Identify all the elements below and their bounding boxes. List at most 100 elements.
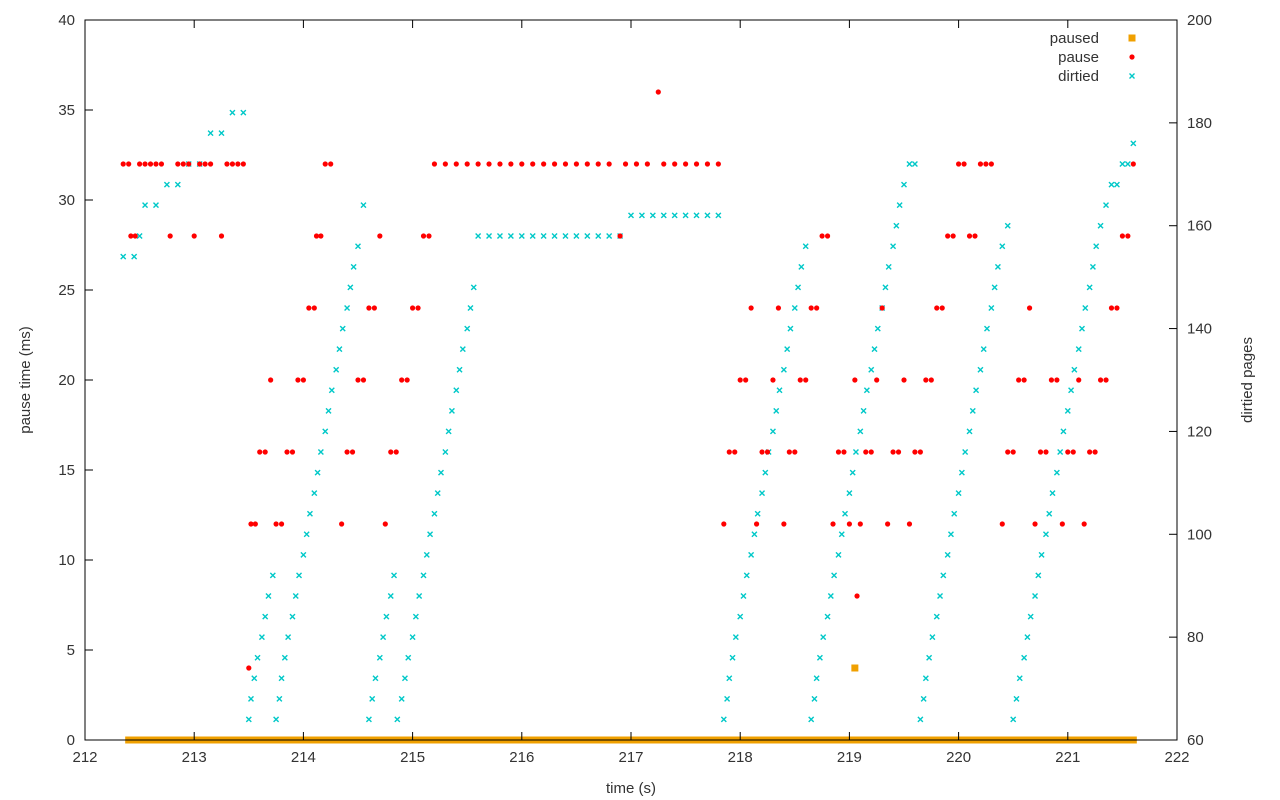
- pause-point: [530, 161, 536, 167]
- dirtied-point: [383, 613, 390, 620]
- dirtied-point: [398, 695, 405, 702]
- y-tick-label: 0: [67, 732, 75, 749]
- pause-point: [289, 449, 296, 455]
- pause-point: [846, 521, 853, 527]
- pause-point: [1065, 449, 1071, 455]
- pause-point: [824, 233, 831, 239]
- dirtied-point: [720, 716, 727, 723]
- pause-point: [126, 161, 132, 167]
- dirtied-point: [296, 572, 303, 579]
- pause-point: [202, 161, 208, 167]
- pause-point: [1076, 377, 1082, 383]
- plot-frame: [84, 19, 1178, 741]
- dirtied-point: [901, 181, 907, 188]
- dirtied-point: [251, 675, 258, 682]
- dirtied-point: [896, 202, 903, 209]
- pause-point: [273, 521, 279, 527]
- pause-point: [764, 449, 771, 455]
- legend-swatch: [1129, 54, 1135, 60]
- dirtied-point: [933, 613, 940, 620]
- dirtied-point: [994, 263, 1001, 270]
- dirtied-point: [262, 613, 269, 620]
- pause-point: [721, 521, 727, 527]
- dirtied-point: [638, 212, 645, 219]
- dirtied-point: [802, 243, 809, 250]
- dirtied-point: [464, 325, 471, 332]
- pause-point: [355, 377, 361, 383]
- pause-point: [901, 377, 907, 383]
- pause-point: [431, 161, 438, 167]
- pause-point: [895, 449, 902, 455]
- pause-point: [388, 449, 394, 455]
- pause-point: [617, 233, 623, 239]
- dirtied-point: [434, 490, 441, 497]
- pause-point: [1016, 377, 1022, 383]
- dirtied-point: [868, 366, 875, 373]
- dirtied-point: [445, 428, 452, 435]
- dirtied-point: [937, 593, 944, 599]
- dirtied-point: [1053, 469, 1060, 476]
- pause-point: [879, 305, 885, 311]
- dirtied-point: [748, 551, 755, 558]
- dirtied-point: [1113, 181, 1120, 188]
- pause-point: [248, 521, 254, 527]
- pause-point: [1097, 377, 1104, 383]
- pause-point: [262, 449, 268, 455]
- pause-point: [191, 233, 197, 239]
- pause-point: [972, 233, 978, 239]
- dirtied-point: [258, 634, 265, 641]
- pause-point: [415, 305, 421, 311]
- dirtied-point: [1068, 387, 1075, 394]
- pause-point: [912, 449, 918, 455]
- dirtied-point: [336, 346, 343, 353]
- pause-point: [814, 305, 820, 311]
- dirtied-point: [387, 593, 394, 599]
- dirtied-point: [780, 366, 787, 373]
- dirtied-point: [951, 510, 958, 517]
- dirtied-point: [459, 346, 466, 353]
- y2-tick-label: 200: [1187, 12, 1212, 29]
- pause-point: [956, 161, 962, 167]
- x-tick-label: 221: [1055, 749, 1080, 766]
- pause-point: [803, 377, 809, 383]
- dirtied-point: [409, 634, 416, 641]
- pause-point: [983, 161, 989, 167]
- dirtied-point: [983, 325, 990, 332]
- dirtied-point: [955, 490, 962, 497]
- pause-point: [229, 161, 236, 167]
- dirtied-point: [1035, 572, 1042, 579]
- dirtied-point: [314, 469, 321, 476]
- pause-point: [1081, 521, 1087, 527]
- pause-point: [377, 233, 383, 239]
- legend-swatch: [1128, 34, 1136, 42]
- dirtied-point: [808, 716, 815, 723]
- pause-point: [1005, 449, 1011, 455]
- dirtied-point: [328, 387, 335, 394]
- x-tick-label: 212: [72, 749, 97, 766]
- dirtied-point: [174, 181, 181, 188]
- pause-point: [393, 449, 399, 455]
- pause-point: [945, 233, 951, 239]
- pause-point: [284, 449, 290, 455]
- pause-point: [748, 305, 754, 311]
- pause-point: [661, 161, 667, 167]
- dirtied-point: [152, 202, 159, 209]
- pause-point: [1037, 449, 1044, 455]
- pause-point: [1059, 521, 1065, 527]
- dirtied-point: [917, 716, 924, 723]
- x-tick-label: 216: [509, 749, 534, 766]
- pause-point: [1108, 305, 1115, 311]
- x-tick-label: 217: [618, 749, 643, 766]
- dirtied-point: [344, 305, 351, 311]
- pause-point: [622, 161, 629, 167]
- y2-tick-label: 100: [1187, 526, 1212, 543]
- dirtied-point: [529, 233, 536, 239]
- pause-point: [704, 161, 711, 167]
- plot-marks: [120, 89, 1137, 744]
- dirtied-point: [991, 284, 998, 291]
- dirtied-point: [724, 695, 731, 702]
- dirtied-point: [365, 716, 372, 723]
- pause-point: [426, 233, 432, 239]
- pause-point: [475, 161, 481, 167]
- dirtied-point: [273, 716, 280, 723]
